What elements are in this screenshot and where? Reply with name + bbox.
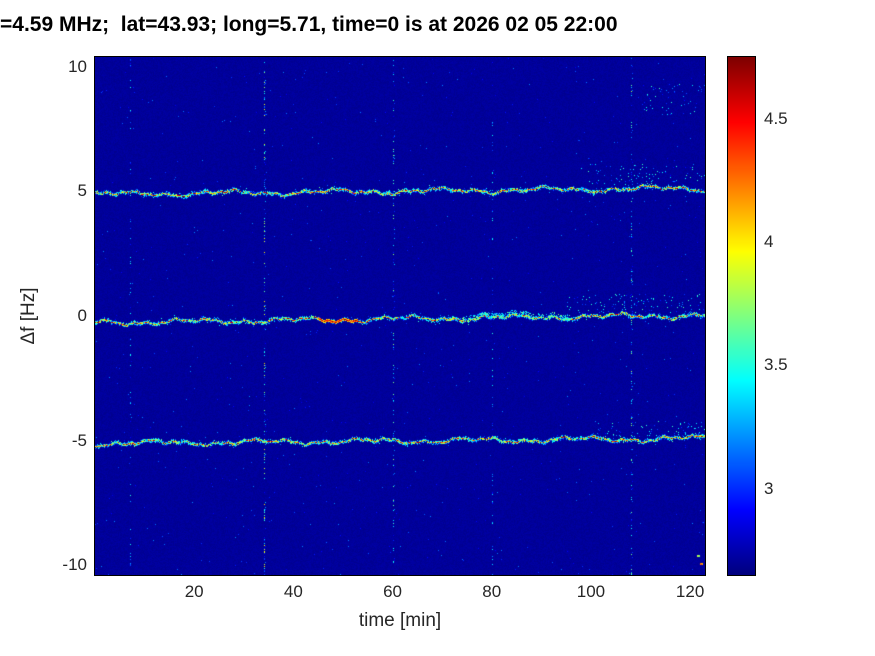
- y-tick-label: 5: [77, 181, 87, 201]
- x-axis-label: time [min]: [358, 610, 442, 631]
- colorbar-tick-label: 4.5: [764, 108, 788, 128]
- y-tick-label: 10: [68, 56, 87, 76]
- x-tick-label: 100: [576, 582, 606, 601]
- heatmap-canvas: [95, 57, 705, 575]
- y-tick-label: -5: [71, 430, 87, 450]
- chart-title: =4.59 MHz; lat=43.93; long=5.71, time=0 …: [0, 13, 618, 36]
- x-tick-label: 40: [283, 582, 303, 601]
- x-tick-label: 80: [482, 582, 502, 601]
- x-tick-label: 20: [184, 582, 204, 601]
- colorbar: [727, 56, 756, 576]
- y-tick-label: -10: [62, 555, 87, 575]
- colorbar-tick-label: 3: [764, 478, 774, 498]
- x-tick-label: 120: [675, 582, 705, 601]
- colorbar-canvas: [728, 57, 755, 575]
- x-tick-label: 60: [383, 582, 402, 601]
- y-tick-label: 0: [77, 306, 87, 325]
- colorbar-tick-label: 3.5: [764, 355, 788, 375]
- colorbar-tick-label: 4: [764, 232, 774, 251]
- plot-area: [94, 56, 706, 576]
